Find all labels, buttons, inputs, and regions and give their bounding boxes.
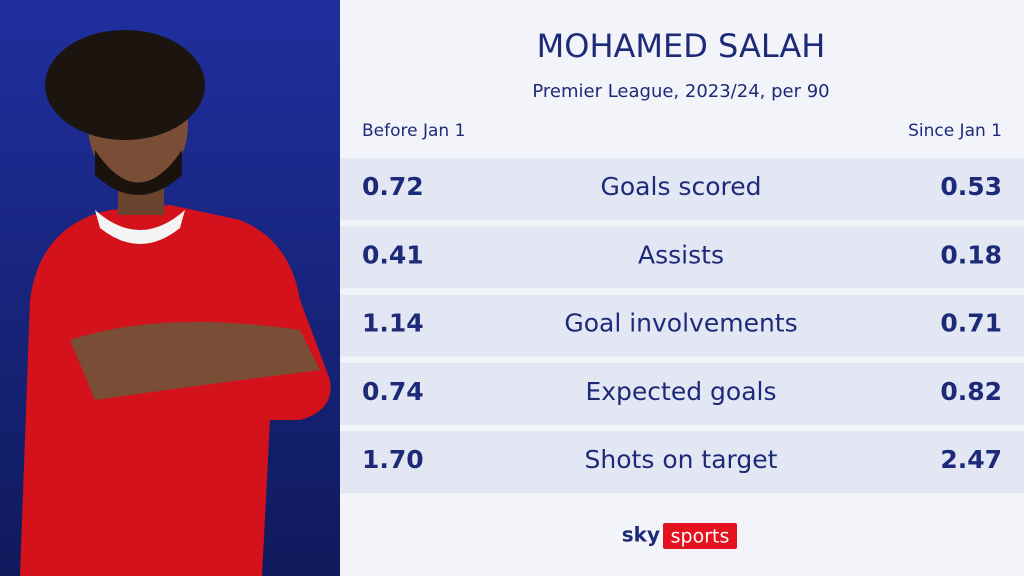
row-band (340, 226, 1024, 289)
since-value: 2.47 (940, 445, 1002, 474)
title: MOHAMED SALAH (537, 27, 826, 65)
row-band (340, 294, 1024, 357)
logo-product: sports (671, 526, 730, 548)
since-value: 0.53 (940, 172, 1002, 201)
before-value: 0.74 (362, 377, 424, 406)
row-band (340, 158, 1024, 220)
stat-label: Assists (638, 240, 724, 269)
before-value: 1.14 (362, 309, 424, 338)
stat-label: Goal involvements (564, 309, 797, 338)
since-value: 0.82 (940, 377, 1002, 406)
logo-box (663, 523, 737, 549)
since-value: 0.18 (940, 240, 1002, 269)
column-header: Since Jan 1 (908, 121, 1002, 141)
before-value: 1.70 (362, 445, 424, 474)
stat-label: Goals scored (601, 172, 762, 201)
before-value: 0.41 (362, 240, 424, 269)
stat-label: Shots on target (585, 445, 778, 474)
since-value: 0.71 (940, 309, 1002, 338)
player-image (20, 30, 331, 576)
logo-brand: sky (622, 523, 660, 547)
subtitle: Premier League, 2023/24, per 90 (532, 81, 829, 102)
column-header: Before Jan 1 (362, 121, 465, 141)
stat-label: Expected goals (585, 377, 776, 406)
row-band (340, 362, 1024, 425)
logo: sky sports (622, 523, 737, 549)
before-value: 0.72 (362, 172, 424, 201)
row-band (340, 431, 1024, 494)
